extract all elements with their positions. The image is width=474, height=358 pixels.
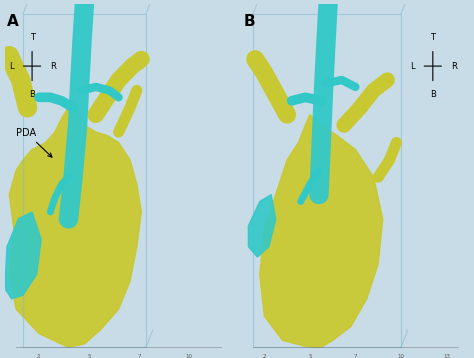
Text: 2: 2 (37, 354, 41, 358)
Text: 5: 5 (87, 354, 91, 358)
Text: A: A (7, 14, 19, 29)
Polygon shape (5, 212, 41, 299)
Text: 7: 7 (137, 354, 141, 358)
Text: B: B (29, 91, 35, 100)
Text: 2: 2 (263, 354, 266, 358)
Text: 10: 10 (397, 354, 404, 358)
Text: T: T (430, 33, 435, 42)
Text: R: R (451, 62, 457, 71)
Text: B: B (244, 14, 255, 29)
Text: R: R (50, 62, 56, 71)
Text: L: L (9, 62, 14, 71)
Text: B: B (430, 91, 436, 100)
Polygon shape (9, 101, 141, 347)
Polygon shape (260, 115, 383, 347)
Text: 5: 5 (308, 354, 311, 358)
Text: L: L (410, 62, 415, 71)
Polygon shape (248, 195, 276, 257)
Text: T: T (29, 33, 35, 42)
Text: 10: 10 (186, 354, 193, 358)
Text: 7: 7 (354, 354, 357, 358)
Text: 13: 13 (443, 354, 450, 358)
Text: PDA: PDA (16, 127, 52, 157)
